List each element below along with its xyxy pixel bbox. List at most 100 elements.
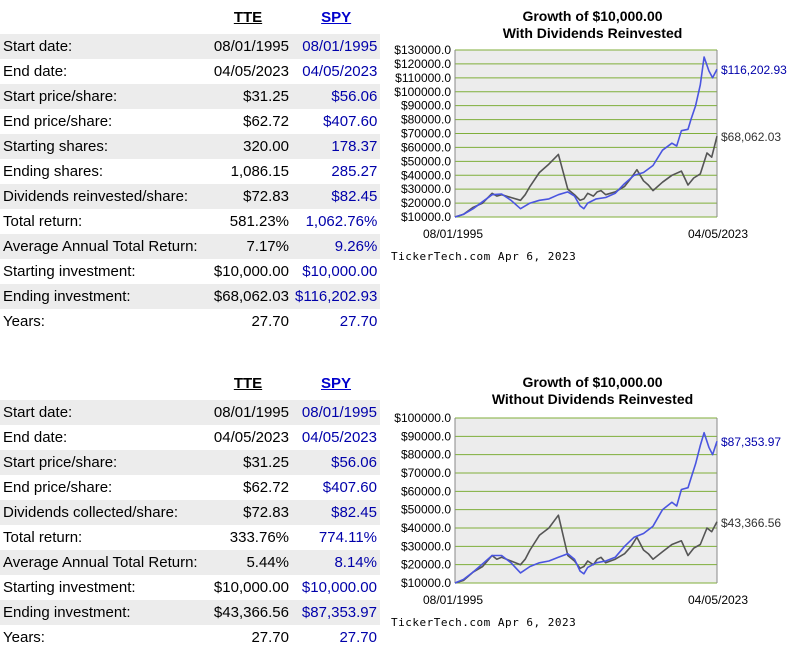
- spy-value: $82.45: [292, 184, 381, 209]
- spy-value: 1,062.76%: [305, 213, 378, 230]
- table-header: TTE SPY: [0, 366, 380, 400]
- row-label: Average Annual Total Return:: [0, 234, 204, 259]
- x-tick-label: 04/05/2023: [688, 227, 748, 241]
- y-tick-label: $30000.0: [401, 182, 451, 196]
- table-row: Start date: 08/01/1995 08/01/1995: [0, 34, 381, 59]
- y-tick-label: $80000.0: [401, 448, 451, 462]
- tte-value: $72.83: [204, 500, 292, 525]
- table-row: Ending investment: $43,366.56 $87,353.97: [0, 600, 380, 625]
- tte-value: $31.25: [204, 84, 292, 109]
- row-label: Dividends collected/share:: [0, 500, 204, 525]
- spy-value: 27.70: [339, 313, 378, 330]
- y-tick-label: $20000.0: [401, 558, 451, 572]
- tte-value: 08/01/1995: [204, 400, 292, 425]
- row-label: Start price/share:: [0, 84, 204, 109]
- y-tick-label: $90000.0: [401, 429, 451, 443]
- tte-value: $10,000.00: [213, 263, 289, 280]
- x-tick-label: 08/01/1995: [423, 227, 483, 241]
- table-row: Start price/share: $31.25 $56.06: [0, 84, 381, 109]
- row-label: Ending shares:: [3, 163, 104, 180]
- row-label: Total return:: [3, 213, 83, 230]
- tte-value: $31.25: [204, 450, 292, 475]
- header-spacer: [0, 0, 204, 34]
- ticker-tte-link[interactable]: TTE: [233, 374, 263, 392]
- tte-value: 1,086.15: [230, 163, 289, 180]
- row-label: Ending investment:: [0, 600, 204, 625]
- y-tick-label: $40000.0: [401, 521, 451, 535]
- spy-value: $116,202.93: [292, 284, 381, 309]
- growth-chart-reinvested: Growth of $10,000.00 With Dividends Rein…: [385, 0, 800, 280]
- row-label: Years:: [3, 313, 45, 330]
- ticker-spy-link[interactable]: SPY: [321, 8, 352, 26]
- y-tick-label: $100000.0: [394, 85, 451, 99]
- y-tick-label: $40000.0: [401, 168, 451, 182]
- y-tick-label: $100000.0: [394, 411, 451, 425]
- row-label: Start price/share:: [0, 450, 204, 475]
- tte-value: 27.70: [251, 313, 289, 330]
- spy-value: 9.26%: [292, 234, 381, 259]
- tte-value: 320.00: [204, 134, 292, 159]
- table-row: End date: 04/05/2023 04/05/2023: [0, 425, 380, 450]
- y-tick-label: $60000.0: [401, 484, 451, 498]
- table-row: Ending shares: 1,086.15 285.27: [0, 159, 380, 184]
- spy-value: $10,000.00: [302, 263, 378, 280]
- chart-credit: TickerTech.com Apr 6, 2023: [391, 250, 577, 263]
- row-label: End price/share:: [3, 113, 113, 130]
- spy-value: $407.60: [322, 479, 377, 496]
- spy-value: $56.06: [292, 450, 380, 475]
- y-tick-label: $120000.0: [394, 57, 451, 71]
- x-tick-label: 08/01/1995: [423, 593, 483, 607]
- chart-svg: $10000.0$20000.0$30000.0$40000.0$50000.0…: [394, 411, 781, 607]
- row-label: Years:: [3, 629, 45, 646]
- chart-svg: $10000.0$20000.0$30000.0$40000.0$50000.0…: [394, 43, 787, 241]
- row-label: Dividends reinvested/share:: [0, 184, 204, 209]
- chart-title-line2: With Dividends Reinvested: [502, 25, 683, 41]
- table-row: Years: 27.70 27.70: [0, 625, 380, 650]
- spy-value: 08/01/1995: [292, 400, 380, 425]
- stats-body: Start date: 08/01/1995 08/01/1995 End date:…: [0, 34, 381, 334]
- row-label: Start date:: [0, 34, 204, 59]
- tte-value: $62.72: [243, 113, 289, 130]
- y-tick-label: $70000.0: [401, 127, 451, 141]
- table-header: TTE SPY: [0, 0, 380, 34]
- tte-value: 581.23%: [229, 213, 289, 230]
- spy-series-line: [454, 431, 718, 584]
- y-tick-label: $10000.0: [401, 576, 451, 590]
- stats-table: TTE SPY Start date: 08/01/1995 08/01/1995 E…: [0, 0, 381, 334]
- y-tick-label: $80000.0: [401, 113, 451, 127]
- tte-value: 333.76%: [229, 529, 289, 546]
- table-row: Dividends reinvested/share: $72.83 $82.45: [0, 184, 381, 209]
- spy-value: 04/05/2023: [302, 63, 378, 80]
- y-tick-label: $50000.0: [401, 503, 451, 517]
- tte-value: $62.72: [243, 479, 289, 496]
- tte-value: 27.70: [251, 629, 289, 646]
- y-tick-label: $130000.0: [394, 43, 451, 57]
- panel-with-dividends: TTE SPY Start date: 08/01/1995 08/01/1995 E…: [0, 0, 800, 330]
- table-row: End price/share: $62.72 $407.60: [0, 475, 380, 500]
- spy-value: $87,353.97: [292, 600, 380, 625]
- spy-value: 774.11%: [318, 529, 377, 546]
- spy-value: $82.45: [292, 500, 380, 525]
- tte-value: $43,366.56: [204, 600, 292, 625]
- chart-title: Growth of $10,000.00 With Dividends Rein…: [385, 8, 800, 42]
- row-label: Average Annual Total Return:: [0, 550, 204, 575]
- header-spacer: [0, 366, 204, 400]
- tte-value: 08/01/1995: [204, 34, 292, 59]
- spy-end-value-label: $87,353.97: [721, 435, 781, 449]
- table-row: Total return: 581.23% 1,062.76%: [0, 209, 380, 234]
- tte-value: $68,062.03: [204, 284, 292, 309]
- chart-credit: TickerTech.com Apr 6, 2023: [391, 616, 577, 629]
- stats-body: Start date: 08/01/1995 08/01/1995 End date:…: [0, 400, 380, 650]
- row-label: Total return:: [3, 529, 83, 546]
- spy-value: 8.14%: [292, 550, 380, 575]
- ticker-tte-link[interactable]: TTE: [233, 8, 263, 26]
- row-label: Start date:: [0, 400, 204, 425]
- growth-chart-not-reinvested: Growth of $10,000.00 Without Dividends R…: [385, 366, 800, 646]
- tte-value: $10,000.00: [213, 579, 289, 596]
- y-tick-label: $90000.0: [401, 99, 451, 113]
- tte-end-value-label: $43,366.56: [721, 516, 781, 530]
- y-tick-label: $50000.0: [401, 154, 451, 168]
- table-row: Dividends collected/share: $72.83 $82.45: [0, 500, 380, 525]
- table-row: Start date: 08/01/1995 08/01/1995: [0, 400, 380, 425]
- ticker-spy-link[interactable]: SPY: [320, 374, 351, 392]
